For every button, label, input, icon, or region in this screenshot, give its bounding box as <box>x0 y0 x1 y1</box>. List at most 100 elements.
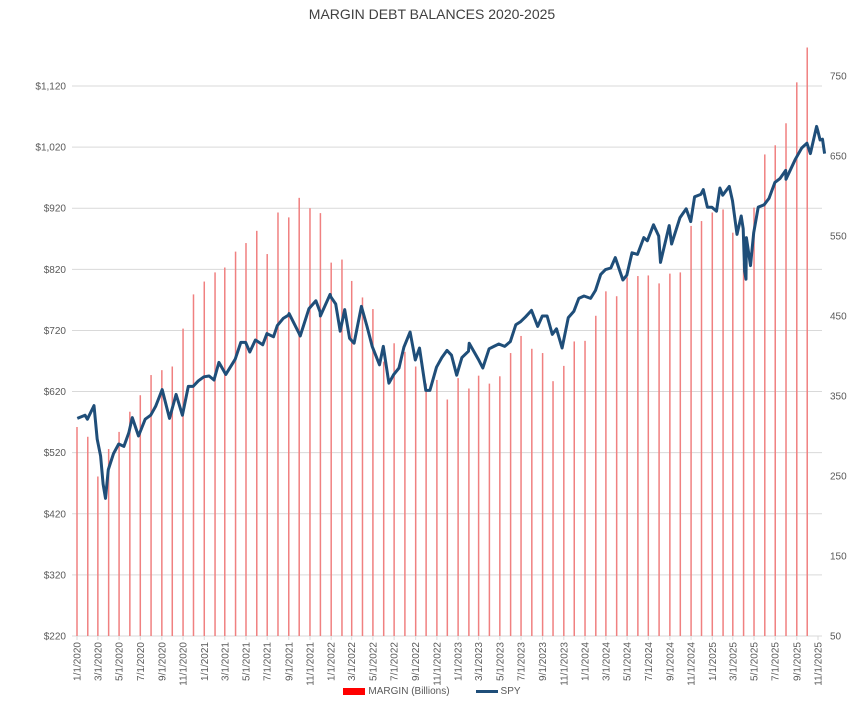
margin-bar <box>742 263 745 636</box>
y-right-tick-label: 750 <box>830 72 847 83</box>
margin-bar <box>700 221 703 637</box>
y-left-tick-label: $620 <box>44 387 67 398</box>
legend-item-margin: MARGIN (Billions) <box>343 686 450 697</box>
margin-bar <box>732 232 734 636</box>
margin-bar <box>171 366 174 636</box>
y-left-tick-label: $1,020 <box>35 143 66 154</box>
legend-label-spy: SPY <box>500 686 521 697</box>
margin-bar <box>234 251 237 636</box>
legend-item-spy: SPY <box>475 686 521 697</box>
margin-bar <box>266 254 268 637</box>
x-tick-label: 9/1/2023 <box>538 642 549 681</box>
margin-bar <box>330 262 332 636</box>
x-tick-label: 7/1/2022 <box>390 642 401 681</box>
margin-bar <box>488 383 491 636</box>
x-tick-label: 11/1/2021 <box>305 642 316 686</box>
margin-bar <box>690 225 692 636</box>
margin-bar <box>309 208 311 636</box>
y-left-tick-label: $1,120 <box>35 82 66 93</box>
x-tick-label: 1/1/2021 <box>200 642 211 681</box>
margin-bar <box>658 283 660 636</box>
margin-bar <box>584 340 586 636</box>
x-tick-label: 3/1/2025 <box>728 642 739 681</box>
x-tick-label: 11/1/2023 <box>559 642 570 686</box>
margin-bar <box>341 259 343 636</box>
margin-bar <box>573 341 575 636</box>
margin-bar <box>711 212 714 636</box>
margin-bar <box>457 378 459 636</box>
x-tick-label: 1/1/2023 <box>454 642 465 681</box>
margin-bar <box>372 309 374 636</box>
x-tick-label: 9/1/2024 <box>665 642 676 681</box>
margin-bar <box>563 365 565 636</box>
margin-bar <box>76 427 78 636</box>
x-tick-label: 9/1/2025 <box>792 642 803 681</box>
x-tick-label: 11/1/2025 <box>814 642 825 686</box>
x-tick-label: 1/1/2025 <box>708 642 719 681</box>
margin-bar <box>350 280 353 636</box>
margin-bar <box>531 348 533 636</box>
y-right-tick-label: 650 <box>830 152 847 163</box>
margin-bar <box>404 351 406 636</box>
x-tick-label: 3/1/2021 <box>220 642 231 681</box>
margin-bar <box>97 476 99 636</box>
margin-bar <box>796 82 798 637</box>
margin-bar <box>203 281 206 636</box>
x-tick-label: 3/1/2022 <box>347 642 358 681</box>
x-tick-label: 7/1/2025 <box>771 642 782 681</box>
x-tick-label: 11/1/2020 <box>179 642 190 686</box>
x-tick-label: 5/1/2023 <box>495 642 506 681</box>
margin-bar <box>288 217 290 636</box>
margin-bar <box>499 376 501 636</box>
y-right-tick-label: 450 <box>830 312 847 323</box>
margin-bar <box>753 207 755 636</box>
margin-bar <box>774 145 776 636</box>
x-tick-label: 3/1/2024 <box>601 642 612 681</box>
margin-bar <box>615 296 618 636</box>
margin-bar <box>139 395 142 636</box>
y-left-tick-label: $220 <box>44 632 67 643</box>
margin-bar <box>425 383 427 636</box>
margin-bar <box>277 212 279 636</box>
margin-bar <box>256 230 258 637</box>
x-tick-label: 5/1/2020 <box>115 642 126 681</box>
margin-bar <box>785 123 787 637</box>
margin-bar <box>118 431 120 636</box>
chart-title: MARGIN DEBT BALANCES 2020-2025 <box>308 6 556 22</box>
margin-bar <box>393 343 395 636</box>
x-tick-label: 3/1/2020 <box>93 642 104 681</box>
x-tick-label: 7/1/2020 <box>136 642 147 681</box>
margin-bar <box>361 297 364 636</box>
x-tick-label: 1/1/2024 <box>581 642 592 681</box>
y-right-tick-label: 150 <box>830 552 847 563</box>
x-tick-label: 9/1/2021 <box>284 642 295 681</box>
margin-bar <box>107 449 110 636</box>
y-left-tick-label: $820 <box>44 265 67 276</box>
x-tick-label: 1/1/2022 <box>327 642 338 681</box>
y-right-tick-label: 50 <box>830 632 842 643</box>
margin-bar <box>87 436 89 636</box>
y-right-tick-label: 550 <box>830 232 847 243</box>
margin-bar <box>626 277 628 636</box>
x-tick-label: 9/1/2020 <box>157 642 168 681</box>
y-left-tick-label: $920 <box>44 204 67 215</box>
legend-label-margin: MARGIN (Billions) <box>368 686 450 697</box>
margin-bar <box>552 381 554 636</box>
spy-line <box>76 124 827 500</box>
x-tick-label: 5/1/2022 <box>368 642 379 681</box>
legend: MARGIN (Billions) SPY <box>0 686 864 697</box>
margin-bar <box>298 197 300 637</box>
margin-bar <box>509 353 512 636</box>
x-tick-label: 11/1/2024 <box>687 642 698 686</box>
margin-bar <box>669 273 671 636</box>
margin-bar <box>382 361 385 636</box>
y-left-tick-label: $420 <box>44 509 67 520</box>
margin-bar <box>647 275 650 636</box>
x-tick-label: 11/1/2022 <box>432 642 443 686</box>
x-tick-label: 7/1/2021 <box>263 642 274 681</box>
margin-bar <box>806 47 808 636</box>
margin-bar <box>722 209 724 636</box>
margin-bar <box>541 353 544 636</box>
margin-bar <box>192 294 195 636</box>
